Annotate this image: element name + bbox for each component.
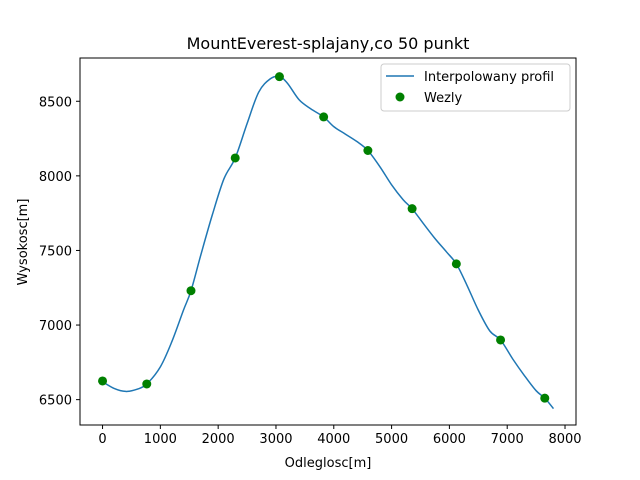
node-point-7 xyxy=(407,204,417,214)
x-axis-label: Odleglosc[m] xyxy=(285,456,372,471)
x-tick-label-1000: 1000 xyxy=(144,432,177,447)
x-tick-label-6000: 6000 xyxy=(433,432,466,447)
y-axis: 6500 7000 7500 8000 8500 xyxy=(39,95,80,409)
node-point-10 xyxy=(540,393,550,403)
x-tick-label-4000: 4000 xyxy=(317,432,350,447)
x-tick-label-2000: 2000 xyxy=(202,432,235,447)
legend-box xyxy=(380,63,571,112)
legend: Interpolowany profil Wezly xyxy=(380,63,571,112)
y-tick-label-8000: 8000 xyxy=(39,170,72,185)
node-point-4 xyxy=(274,72,284,82)
node-point-3 xyxy=(230,153,240,163)
y-tick-label-7000: 7000 xyxy=(39,319,72,334)
node-point-9 xyxy=(496,335,506,345)
y-tick-label-6500: 6500 xyxy=(39,394,72,409)
x-tick-label-5000: 5000 xyxy=(375,432,408,447)
node-point-6 xyxy=(363,145,373,155)
x-tick-label-8000: 8000 xyxy=(548,432,581,447)
axes-frame xyxy=(79,57,577,426)
node-point-2 xyxy=(186,286,196,296)
node-point-5 xyxy=(319,112,329,122)
x-tick-label-3000: 3000 xyxy=(259,432,292,447)
x-tick-label-7000: 7000 xyxy=(491,432,524,447)
x-tick-label-0: 0 xyxy=(98,432,106,447)
plot-area xyxy=(98,72,555,410)
series-line-interpolated-profile xyxy=(102,75,555,410)
chart-title: MountEverest-splajany,co 50 punkt xyxy=(187,34,470,53)
y-tick-label-8500: 8500 xyxy=(39,95,72,110)
node-point-1 xyxy=(142,379,152,389)
legend-entry-nodes: Wezly xyxy=(424,91,463,106)
node-point-0 xyxy=(98,376,108,386)
y-tick-label-7500: 7500 xyxy=(39,244,72,259)
node-point-8 xyxy=(451,259,461,269)
legend-entry-interpolated: Interpolowany profil xyxy=(424,70,554,85)
y-axis-label: Wysokosc[m] xyxy=(16,199,31,286)
legend-marker-swatch xyxy=(395,92,405,102)
x-axis: 0 1000 2000 3000 4000 5000 6000 7000 8000 xyxy=(98,425,582,447)
